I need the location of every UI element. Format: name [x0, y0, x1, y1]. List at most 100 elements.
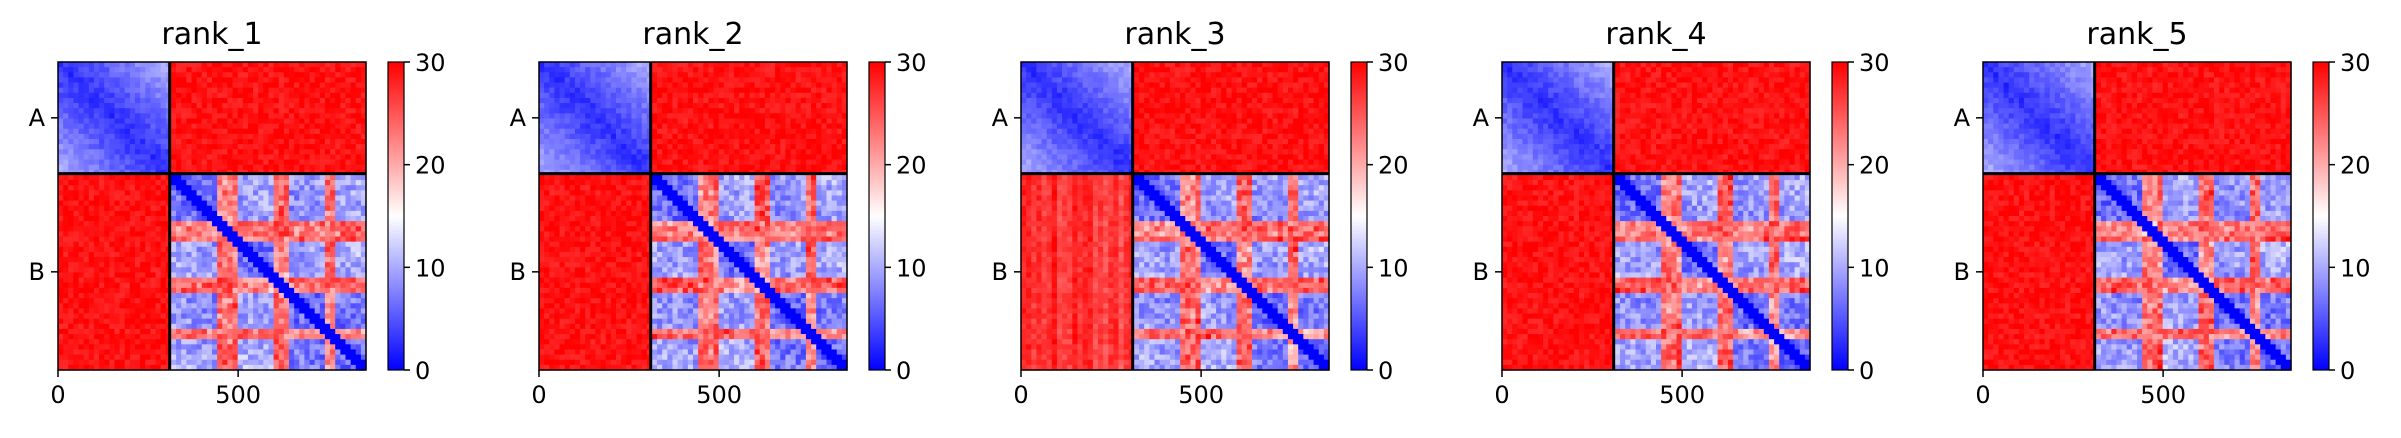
heatmap-cell	[580, 108, 586, 114]
heatmap-cell	[340, 149, 347, 155]
heatmap-cell	[636, 67, 643, 73]
heatmap-cell	[360, 303, 367, 309]
heatmap-cell	[227, 313, 234, 320]
heatmap-cell	[703, 92, 709, 99]
heatmap-cell	[785, 87, 792, 94]
heatmap-cell	[217, 282, 223, 289]
heatmap-cell	[258, 354, 264, 361]
heatmap-cell	[340, 62, 347, 68]
heatmap-cell	[299, 328, 305, 335]
heatmap-cell	[283, 226, 290, 232]
heatmap-cell	[585, 149, 591, 155]
heatmap-cell	[242, 231, 249, 238]
heatmap-cell	[657, 149, 663, 155]
heatmap-cell	[63, 364, 69, 371]
heatmap-cell	[191, 118, 198, 125]
heatmap-cell	[232, 277, 239, 284]
heatmap-cell	[314, 190, 321, 197]
heatmap-cell	[104, 318, 110, 325]
x-tick-label: 500	[215, 381, 261, 409]
colorbar-tick-label: 30	[415, 49, 446, 77]
heatmap-cell	[780, 82, 786, 89]
heatmap-cell	[304, 67, 311, 73]
heatmap-cell	[283, 144, 290, 150]
heatmap-cell	[299, 149, 305, 155]
heatmap-cell	[350, 103, 357, 109]
heatmap-cell	[201, 139, 208, 145]
heatmap-cell	[196, 287, 203, 294]
heatmap-cell	[273, 190, 280, 197]
heatmap-cell	[559, 123, 566, 130]
heatmap-cell	[549, 128, 555, 135]
heatmap-cell	[93, 72, 100, 78]
heatmap-cell	[150, 328, 157, 335]
heatmap-cell	[549, 92, 555, 99]
heatmap-cell	[88, 226, 95, 232]
heatmap-cell	[258, 339, 264, 345]
heatmap-cell	[242, 180, 249, 186]
heatmap-cell	[278, 118, 285, 125]
heatmap-cell	[99, 164, 105, 171]
heatmap-cell	[201, 113, 208, 120]
heatmap-cell	[355, 344, 362, 351]
heatmap-cell	[140, 92, 146, 99]
heatmap-cell	[63, 339, 69, 345]
heatmap-cell	[201, 359, 208, 366]
heatmap-cell	[821, 82, 828, 89]
heatmap-cell	[324, 185, 331, 191]
heatmap-cell	[73, 257, 80, 263]
heatmap-cell	[703, 149, 709, 155]
heatmap-cell	[237, 359, 244, 366]
heatmap-cell	[263, 97, 270, 104]
heatmap-cell	[217, 164, 223, 171]
heatmap-cell	[350, 205, 357, 212]
heatmap-cell	[749, 82, 756, 89]
heatmap-cell	[217, 328, 223, 335]
heatmap-cell	[247, 267, 254, 274]
heatmap-cell	[826, 118, 833, 125]
heatmap-cell	[63, 205, 69, 212]
heatmap-cell	[324, 87, 331, 94]
heatmap-cell	[68, 272, 74, 279]
heatmap-cell	[309, 123, 316, 130]
heatmap-cell	[93, 210, 100, 217]
heatmap-cell	[124, 123, 131, 130]
heatmap-cell	[88, 133, 95, 140]
heatmap-cell	[78, 149, 85, 155]
heatmap-cell	[268, 77, 275, 84]
heatmap-cell	[775, 82, 781, 89]
heatmap-cell	[345, 92, 352, 99]
heatmap-cell	[155, 210, 162, 217]
heatmap-cell	[345, 262, 352, 268]
heatmap-cell	[119, 221, 126, 227]
heatmap-cell	[816, 118, 822, 125]
heatmap-cell	[217, 272, 223, 279]
heatmap-cell	[355, 298, 362, 304]
heatmap-cell	[544, 174, 550, 181]
heatmap-cell	[350, 67, 357, 73]
heatmap-cell	[335, 251, 341, 258]
heatmap-cell	[800, 82, 807, 89]
heatmap-cell	[785, 174, 792, 181]
heatmap-cell	[780, 174, 786, 181]
heatmap-cell	[191, 200, 198, 207]
heatmap-cell	[145, 339, 151, 345]
heatmap-cell	[140, 154, 146, 161]
heatmap-cell	[698, 67, 704, 73]
heatmap-cell	[135, 339, 141, 345]
heatmap-cell	[83, 323, 90, 330]
heatmap-cell	[170, 159, 177, 166]
heatmap-cell	[268, 97, 275, 104]
heatmap-cell	[150, 313, 157, 320]
heatmap-cell	[140, 298, 146, 304]
heatmap-cell	[574, 103, 581, 109]
heatmap-cell	[83, 144, 90, 150]
heatmap-cell	[176, 241, 182, 248]
heatmap-cell	[554, 144, 561, 150]
heatmap-cell	[253, 334, 259, 340]
heatmap-cell	[345, 334, 352, 340]
heatmap-cell	[268, 308, 275, 315]
heatmap-cell	[728, 139, 735, 145]
heatmap-cell	[186, 231, 193, 238]
heatmap-cell	[227, 236, 234, 243]
